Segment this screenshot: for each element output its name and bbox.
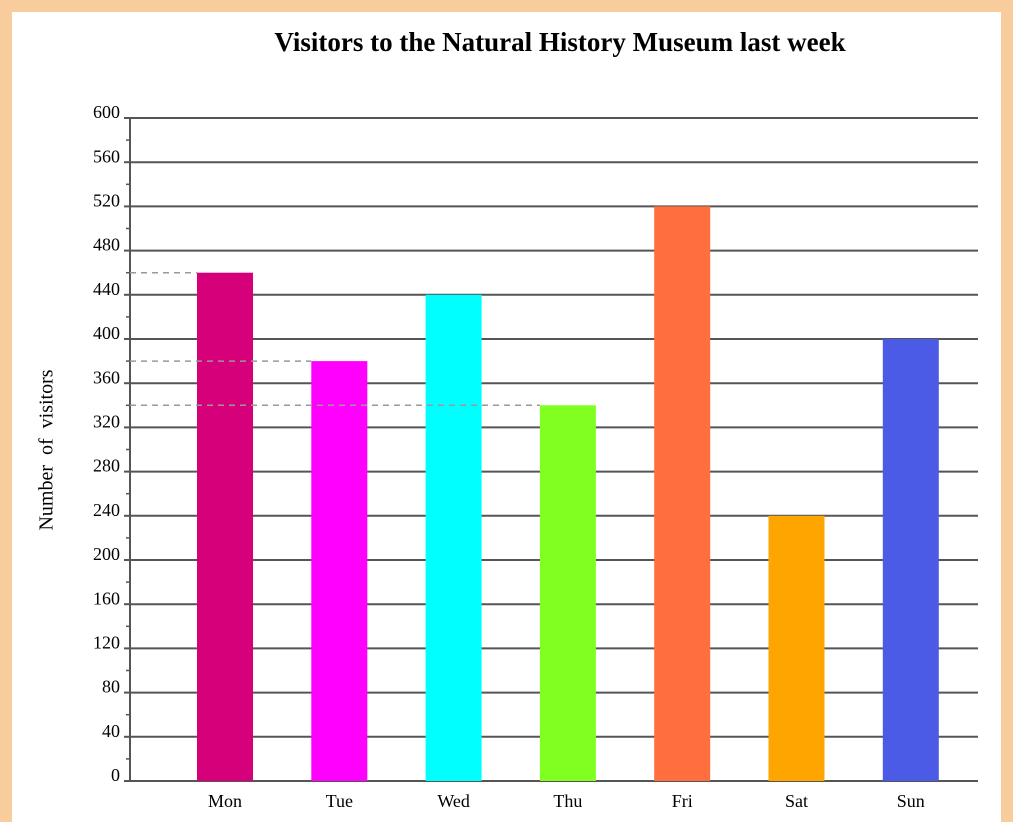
x-tick-label: Wed — [437, 791, 470, 811]
y-tick-label: 80 — [102, 677, 120, 697]
y-tick-label: 440 — [93, 279, 120, 299]
y-tick-label: 160 — [93, 588, 120, 608]
y-axis-label: Number of visitors — [36, 369, 58, 530]
y-tick-label: 0 — [111, 765, 120, 785]
x-tick-label: Sat — [785, 791, 808, 811]
bar — [882, 339, 939, 781]
y-tick-label: 480 — [93, 235, 120, 255]
y-tick-label: 280 — [93, 456, 120, 476]
bar — [197, 272, 253, 781]
chart-title: Visitors to the Natural History Museum l… — [274, 27, 845, 57]
bar — [768, 515, 825, 781]
x-tick-label: Thu — [553, 791, 582, 811]
x-tick-label: Tue — [326, 791, 353, 811]
y-tick-label: 240 — [93, 500, 120, 520]
x-tick-label: Fri — [672, 791, 693, 811]
y-tick-label: 320 — [93, 412, 120, 432]
y-tick-label: 520 — [93, 191, 120, 211]
y-tick-label: 400 — [93, 323, 120, 343]
y-tick-label: 40 — [102, 721, 120, 741]
y-tick-label: 600 — [93, 102, 120, 122]
bar — [311, 361, 368, 781]
bar — [425, 294, 482, 781]
chart-frame — [12, 12, 1001, 822]
x-tick-label: Sun — [897, 791, 925, 811]
bar — [654, 206, 711, 781]
bar — [539, 405, 596, 781]
y-tick-label: 360 — [93, 367, 120, 387]
y-tick-label: 560 — [93, 146, 120, 166]
y-tick-label: 200 — [93, 544, 120, 564]
y-tick-label: 120 — [93, 633, 120, 653]
x-tick-label: Mon — [208, 791, 242, 811]
